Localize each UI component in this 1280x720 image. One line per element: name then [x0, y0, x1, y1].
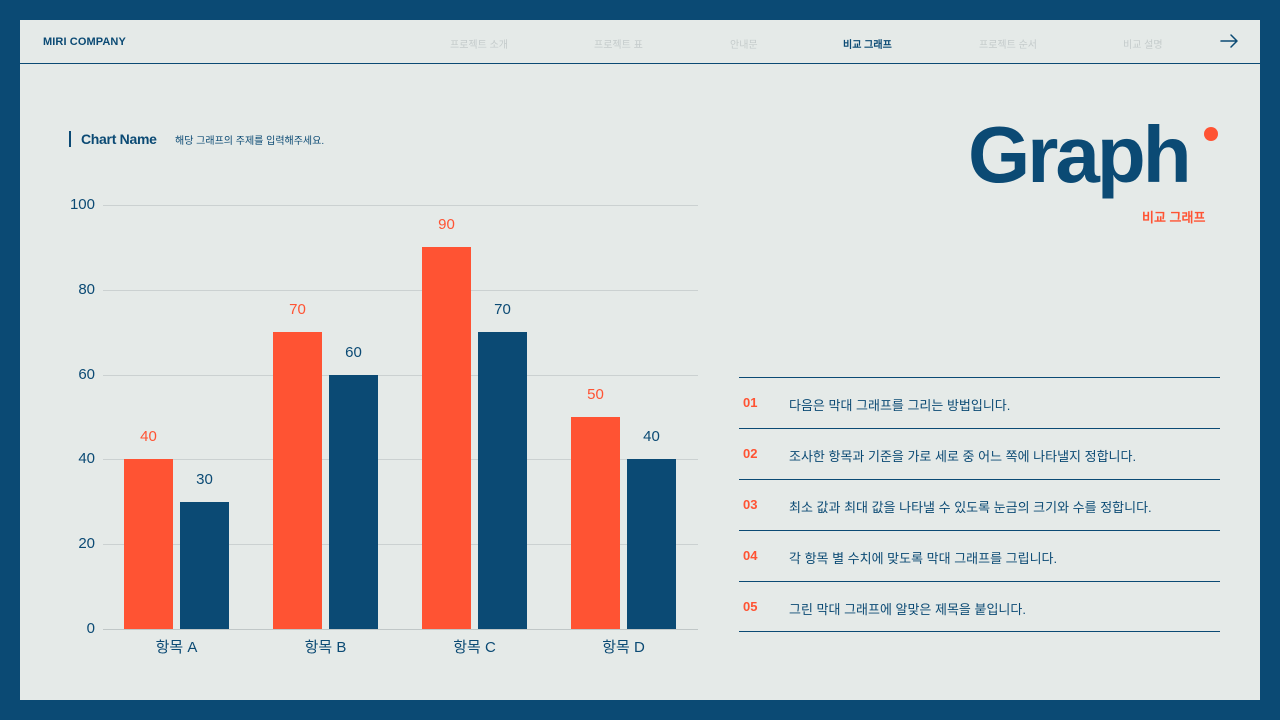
next-page-button[interactable]	[1218, 29, 1242, 53]
data-label: 40	[140, 428, 157, 446]
step-number: 03	[743, 497, 758, 512]
arrow-right-icon	[1220, 34, 1238, 48]
step-text: 각 항목 별 수치에 맞도록 막대 그래프를 그립니다.	[789, 551, 1058, 566]
brand-logo: MIRI COMPANY	[43, 36, 126, 48]
list-item: 02 조사한 항목과 기준을 가로 세로 중 어느 쪽에 나타낼지 정합니다.	[739, 428, 1220, 479]
bar-chart: 0 20 40 60 80 100 40 30 항목 A 70 60 항목 B 90 70 항목 C 50 40…	[20, 20, 720, 700]
step-text: 그린 막대 그래프에 알맞은 제목을 붙입니다.	[789, 602, 1026, 617]
data-label: 40	[643, 428, 660, 446]
accent-dot	[1204, 127, 1218, 141]
nav-item-project-table[interactable]: 프로젝트 표	[594, 40, 643, 51]
x-axis-category-label: 항목 D	[602, 639, 645, 656]
chart-heading-marker	[69, 131, 71, 147]
grid-line	[103, 289, 698, 291]
list-item: 03 최소 값과 최대 값을 나타낼 수 있도록 눈금의 크기와 수를 정합니다…	[739, 479, 1220, 530]
step-text: 조사한 항목과 기준을 가로 세로 중 어느 쪽에 나타낼지 정합니다.	[789, 449, 1137, 464]
y-axis-tick-label: 20	[78, 535, 95, 553]
x-axis-category-label: 항목 C	[453, 639, 496, 656]
data-label: 70	[289, 301, 306, 319]
data-label: 60	[345, 343, 362, 361]
chart-name: Chart Name	[81, 131, 157, 147]
step-text: 다음은 막대 그래프를 그리는 방법입니다.	[789, 398, 1011, 413]
bar-2[interactable]	[627, 459, 676, 629]
y-axis-tick-label: 0	[86, 620, 95, 637]
slide: MIRI COMPANY 프로젝트 소개 프로젝트 표 안내문 비교 그래프 프…	[20, 20, 1260, 700]
bar-1[interactable]	[273, 332, 322, 629]
grid-line	[103, 544, 698, 546]
bar-1[interactable]	[571, 417, 620, 629]
bar-2[interactable]	[478, 332, 527, 629]
nav-item-notice[interactable]: 안내문	[730, 40, 758, 51]
grid-line	[103, 629, 698, 630]
list-item: 05 그린 막대 그래프에 알맞은 제목을 붙입니다.	[739, 581, 1220, 632]
chart-subtitle: 해당 그래프의 주제를 입력해주세요.	[175, 136, 325, 147]
grid-line	[103, 459, 698, 461]
list-item: 01 다음은 막대 그래프를 그리는 방법입니다.	[739, 377, 1220, 428]
step-text: 최소 값과 최대 값을 나타낼 수 있도록 눈금의 크기와 수를 정합니다.	[789, 500, 1152, 515]
step-number: 02	[743, 446, 758, 461]
list-item: 04 각 항목 별 수치에 맞도록 막대 그래프를 그립니다.	[739, 530, 1220, 581]
bar-1[interactable]	[422, 247, 471, 629]
nav-item-project-order[interactable]: 프로젝트 순서	[979, 40, 1037, 51]
y-axis-tick-label: 80	[78, 280, 95, 298]
bar-1[interactable]	[124, 459, 173, 629]
step-number: 04	[743, 548, 758, 563]
nav-item-project-intro[interactable]: 프로젝트 소개	[450, 40, 508, 51]
x-axis-category-label: 항목 A	[155, 639, 198, 656]
steps-list: 01 다음은 막대 그래프를 그리는 방법입니다. 02 조사한 항목과 기준을…	[739, 377, 1220, 632]
y-axis-tick-label: 60	[78, 365, 95, 383]
nav-item-compare-desc[interactable]: 비교 설명	[1123, 40, 1163, 51]
y-axis-tick-label: 40	[78, 450, 95, 468]
grid-line	[103, 374, 698, 376]
graph-subtitle: 비교 그래프	[1142, 210, 1206, 225]
graph-title: Graph	[968, 110, 1192, 199]
data-label: 50	[587, 386, 604, 403]
grid-line	[103, 205, 698, 206]
bar-2[interactable]	[329, 374, 378, 629]
data-label: 90	[438, 216, 455, 234]
step-number: 05	[743, 599, 758, 614]
data-label: 30	[196, 470, 213, 488]
step-number: 01	[743, 395, 758, 410]
top-nav-bar: MIRI COMPANY 프로젝트 소개 프로젝트 표 안내문 비교 그래프 프…	[20, 20, 1260, 64]
nav-item-compare-graph[interactable]: 비교 그래프	[843, 40, 892, 51]
bar-2[interactable]	[180, 501, 229, 629]
y-axis-tick-label: 100	[69, 196, 95, 213]
x-axis-category-label: 항목 B	[304, 639, 347, 656]
data-label: 70	[494, 301, 511, 319]
